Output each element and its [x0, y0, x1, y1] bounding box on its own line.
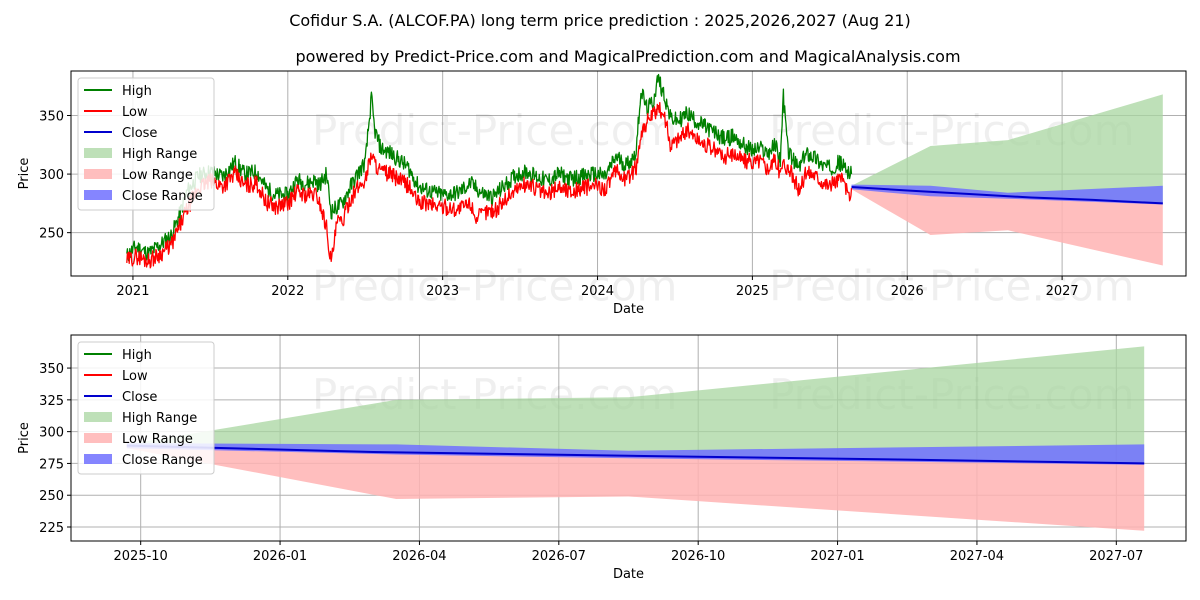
y-tick-label: 225: [39, 521, 64, 536]
axes-frame: [70, 334, 1187, 542]
legend-label: Low Range: [122, 168, 193, 183]
bottom-panel: Predict-Price.comPredict-Price.com2025-1…: [17, 334, 1187, 582]
axes: 2025-10 2026-01 2026-04 2026-07 2026-10 2027-…: [17, 362, 1143, 582]
x-tick-label: 2027-01: [810, 549, 864, 564]
legend-swatch: [84, 433, 112, 443]
x-tick-label: 2022: [271, 284, 304, 299]
legend-swatch: [84, 190, 112, 200]
watermark-text: Predict-Price.com: [312, 106, 677, 155]
legend-label: Low: [122, 369, 148, 384]
legend-swatch: [84, 412, 112, 422]
high-range-band: [126, 346, 1145, 464]
legend-swatch: [84, 169, 112, 179]
x-tick-label: 2023: [426, 284, 459, 299]
legend-swatch: [84, 454, 112, 464]
chart-subtitle: powered by Predict-Price.com and Magical…: [295, 47, 960, 66]
x-axis-label: Date: [613, 567, 644, 582]
legend: High Low Close High Range Low Range Close Ran…: [77, 77, 215, 211]
legend-swatch: [84, 148, 112, 158]
legend-label: Close: [122, 126, 157, 141]
legend-label: Low: [122, 105, 148, 120]
low-range-band: [126, 445, 1145, 531]
legend: High Low Close High Range Low Range Close Ran…: [77, 341, 215, 475]
x-tick-label: 2026-10: [671, 549, 725, 564]
x-tick-label: 2026: [891, 284, 924, 299]
plot-area: [126, 346, 1145, 531]
legend-label: Low Range: [122, 432, 193, 447]
x-tick-label: 2027-07: [1089, 549, 1143, 564]
chart-title: Cofidur S.A. (ALCOF.PA) long term price …: [289, 11, 911, 30]
y-tick-label: 250: [39, 489, 64, 504]
y-axis-label: Price: [17, 158, 32, 190]
y-tick-label: 300: [39, 426, 64, 441]
y-tick-label: 300: [39, 168, 64, 183]
legend-label: High: [122, 348, 152, 363]
legend-label: Close Range: [122, 189, 203, 204]
x-tick-label: 2026-04: [392, 549, 446, 564]
x-tick-label: 2025-10: [114, 549, 168, 564]
x-tick-label: 2025: [736, 284, 769, 299]
low-series-line: [126, 101, 853, 269]
y-tick-label: 325: [39, 394, 64, 409]
y-tick-label: 275: [39, 457, 64, 472]
y-tick-label: 350: [39, 110, 64, 125]
legend-label: High: [122, 84, 152, 99]
x-tick-label: 2027-04: [950, 549, 1004, 564]
close-series-line: [126, 444, 1145, 465]
x-tick-label: 2027: [1046, 284, 1079, 299]
top-panel: Predict-Price.com Predict-Price.com Predic…: [17, 70, 1187, 317]
y-tick-label: 250: [39, 227, 64, 242]
legend-label: Close: [122, 390, 157, 405]
x-tick-label: 2026-07: [532, 549, 586, 564]
x-axis-label: Date: [613, 302, 644, 317]
watermark-text: Predict-Price.com: [312, 262, 677, 311]
x-tick-label: 2024: [581, 284, 614, 299]
y-tick-label: 350: [39, 362, 64, 377]
x-tick-label: 2021: [116, 284, 149, 299]
legend-label: Close Range: [122, 453, 203, 468]
low-range-band: [851, 187, 1163, 266]
x-tick-label: 2026-01: [253, 549, 307, 564]
plot-area: [126, 73, 1163, 269]
watermark-text: Predict-Price.com: [769, 262, 1134, 311]
axes: 2021 2022 2023 2024 2025 2026 2027 250 300 350 Dat…: [17, 110, 1079, 317]
axes-frame: [70, 70, 1187, 277]
legend-label: High Range: [122, 147, 197, 162]
high-range-band: [851, 94, 1163, 204]
y-axis-label: Price: [17, 422, 32, 454]
legend-label: High Range: [122, 411, 197, 426]
close-series-line: [851, 186, 1163, 205]
high-series-line: [126, 73, 853, 262]
